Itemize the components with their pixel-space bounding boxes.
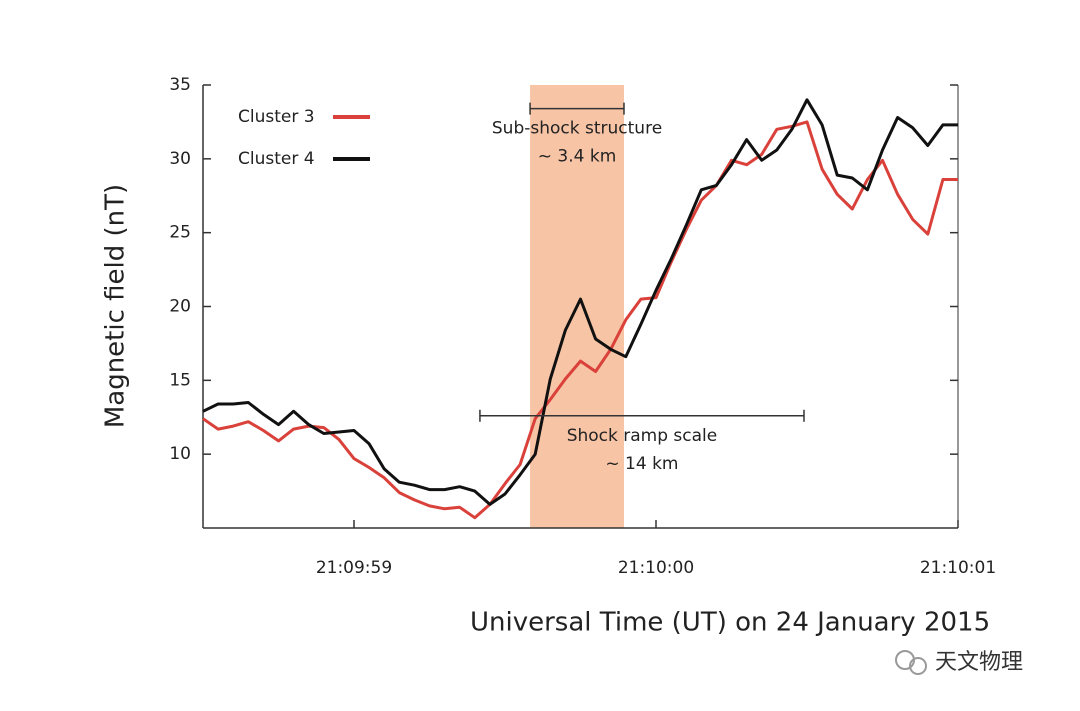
x-tick-label: 21:09:59 bbox=[316, 558, 392, 578]
annotation-text: Shock ramp scale bbox=[567, 426, 718, 446]
x-tick-label: 21:10:00 bbox=[618, 558, 694, 578]
y-axis-label: Magnetic field (nT) bbox=[101, 184, 131, 428]
annotation-text: ~ 3.4 km bbox=[538, 147, 617, 167]
x-tick-label: 21:10:01 bbox=[920, 558, 996, 578]
watermark-icon bbox=[909, 657, 927, 675]
y-tick-label: 25 bbox=[169, 223, 191, 243]
watermark: 天文物理 bbox=[895, 650, 1023, 675]
y-tick-label: 30 bbox=[169, 149, 191, 169]
watermark-text: 天文物理 bbox=[935, 650, 1023, 675]
y-tick-label: 20 bbox=[169, 297, 191, 317]
data-line bbox=[202, 98, 958, 506]
annotation-text: Sub-shock structure bbox=[492, 119, 662, 139]
x-axis-label: Universal Time (UT) on 24 January 2015 bbox=[470, 608, 990, 638]
y-tick-label: 15 bbox=[169, 370, 191, 390]
legend-label: Cluster 4 bbox=[238, 149, 315, 169]
legend-label: Cluster 3 bbox=[238, 107, 315, 127]
y-tick-label: 35 bbox=[169, 75, 191, 95]
y-tick-label: 10 bbox=[169, 444, 191, 464]
annotation-text: ~ 14 km bbox=[605, 454, 678, 474]
